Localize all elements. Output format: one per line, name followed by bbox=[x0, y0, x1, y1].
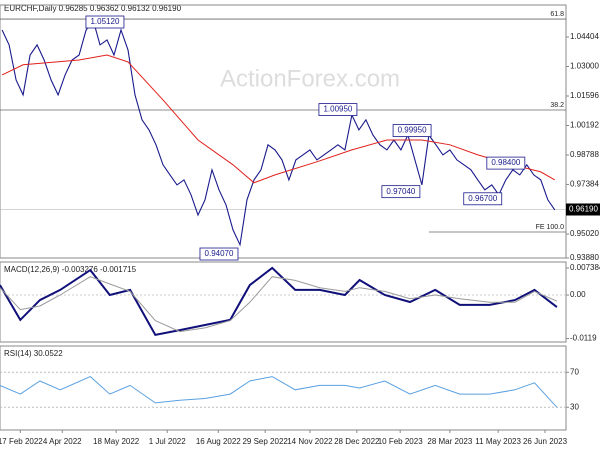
x-tick-label: 10 Feb 2023 bbox=[378, 437, 423, 446]
panel-title: RSI(14) 30.0522 bbox=[4, 349, 63, 358]
level-label: 61.8 bbox=[550, 11, 564, 18]
x-tick-label: 26 Jun 2023 bbox=[523, 437, 568, 446]
x-tick-label: 28 Mar 2023 bbox=[427, 437, 472, 446]
watermark: ActionForex.com bbox=[220, 65, 400, 92]
annotation-box bbox=[392, 124, 432, 137]
level-label: FE 100.0 bbox=[536, 224, 565, 231]
last-price-box bbox=[566, 203, 600, 216]
y-tick-label: 70 bbox=[570, 367, 579, 376]
annotation-box bbox=[318, 103, 358, 116]
y-tick-label: 0.98788 bbox=[570, 150, 599, 159]
annotation-box bbox=[463, 192, 503, 206]
panel-frame bbox=[0, 345, 567, 431]
panel-title: MACD(12,26,9) -0.003276 -0.001715 bbox=[4, 265, 137, 274]
y-tick-label: 1.00192 bbox=[570, 121, 599, 130]
y-tick-label: 1.04404 bbox=[570, 32, 599, 41]
annotation-box bbox=[381, 185, 421, 199]
series-line bbox=[1, 54, 556, 184]
trend-line bbox=[9, 4, 126, 56]
x-tick-label: 1 Jul 2022 bbox=[149, 437, 186, 446]
y-tick-label: 1.01596 bbox=[570, 91, 599, 100]
trend-line bbox=[0, 69, 129, 121]
x-tick-label: 17 Feb 2022 bbox=[0, 437, 43, 446]
y-tick-label: 1.03000 bbox=[570, 62, 599, 71]
annotation-box bbox=[199, 247, 239, 261]
annotation-label: 0.97040 bbox=[386, 187, 415, 196]
x-tick-label: 4 Apr 2022 bbox=[43, 437, 82, 446]
header: EURCHF,Daily 0.96285 0.96362 0.96132 0.9… bbox=[4, 4, 182, 13]
y-tick-label: 0.95020 bbox=[570, 229, 599, 238]
macd-trend-line bbox=[269, 267, 556, 291]
annotation-box bbox=[486, 156, 526, 170]
level-label: 38.2 bbox=[550, 102, 564, 109]
channel-line bbox=[354, 149, 567, 219]
annotation-label: 1.05120 bbox=[90, 17, 119, 26]
y-tick-label: 0.007384 bbox=[570, 263, 600, 272]
x-tick-label: 11 May 2023 bbox=[475, 437, 521, 446]
y-tick-label: 30 bbox=[570, 402, 579, 411]
y-tick-label: -0.0119 bbox=[570, 334, 597, 343]
x-tick-label: 29 Sep 2022 bbox=[242, 437, 288, 446]
annotation-label: 0.94070 bbox=[205, 249, 234, 258]
x-tick-label: 14 Nov 2022 bbox=[287, 437, 333, 446]
x-tick-label: 18 May 2022 bbox=[93, 437, 140, 446]
annotation-label: 0.98400 bbox=[491, 158, 520, 167]
series-line bbox=[0, 376, 558, 408]
annotation-label: 1.00950 bbox=[323, 105, 352, 114]
x-tick-label: 16 Aug 2022 bbox=[196, 437, 241, 446]
macd-trend-line bbox=[154, 302, 561, 339]
channel-line bbox=[354, 106, 567, 177]
y-tick-label: 0.00 bbox=[570, 290, 586, 299]
series-line bbox=[0, 276, 558, 333]
panel-frame bbox=[0, 261, 567, 343]
triangle-line bbox=[289, 154, 356, 186]
panel-frame bbox=[0, 4, 567, 259]
triangle-line bbox=[269, 136, 356, 151]
x-tick-label: 28 Dec 2022 bbox=[334, 437, 380, 446]
annotation-label: 0.96700 bbox=[468, 194, 497, 203]
last-price-label: 0.96190 bbox=[569, 205, 598, 214]
trend-line bbox=[9, 99, 236, 251]
y-tick-label: 0.93880 bbox=[570, 253, 599, 262]
annotation-label: 0.99950 bbox=[398, 126, 427, 135]
y-tick-label: 0.97384 bbox=[570, 180, 599, 189]
